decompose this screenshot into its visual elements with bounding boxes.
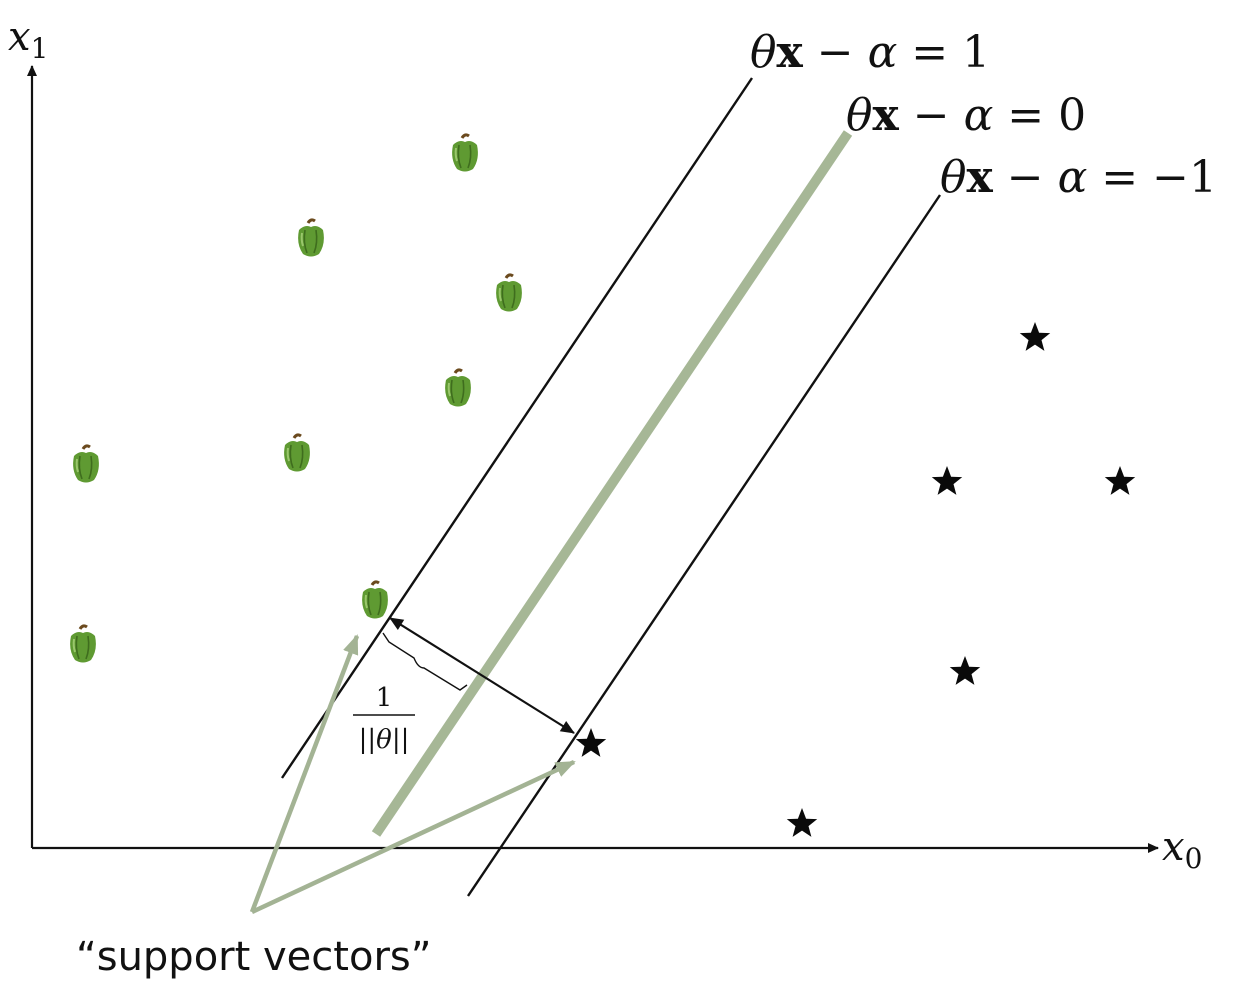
equation-middle: θx − α = 0 [846, 90, 1086, 141]
support-arrow-left [249, 634, 360, 913]
support-vectors-caption: “support vectors” [76, 934, 431, 980]
margin-line-lower [467, 194, 941, 897]
star-icon [1104, 466, 1136, 495]
green-pepper-icon [450, 133, 480, 173]
equation-lower: θx − α = −1 [940, 152, 1217, 203]
green-pepper-icon [296, 218, 326, 258]
margin-denominator: ||θ|| [359, 725, 410, 755]
star-icon [786, 808, 818, 837]
margin-width-arrow [389, 617, 575, 734]
separating-hyperplane [371, 130, 853, 837]
support-arrow-right [251, 759, 576, 915]
margin-numerator: 1 [376, 683, 393, 713]
green-pepper-icon [71, 444, 101, 484]
green-pepper-icon [494, 273, 524, 313]
star-icon [931, 466, 963, 495]
margin-line-upper [281, 77, 753, 779]
equation-upper: θx − α = 1 [750, 27, 990, 78]
green-pepper-icon [282, 433, 312, 473]
star-icon [1019, 322, 1051, 351]
green-pepper-icon [360, 580, 390, 620]
star-icon [949, 656, 981, 685]
x-axis-label: x0 [1162, 824, 1202, 875]
y-axis-label: x1 [8, 14, 48, 65]
star-icon [575, 728, 607, 757]
green-pepper-icon [68, 624, 98, 664]
green-pepper-icon [443, 368, 473, 408]
margin-brace [382, 632, 468, 691]
